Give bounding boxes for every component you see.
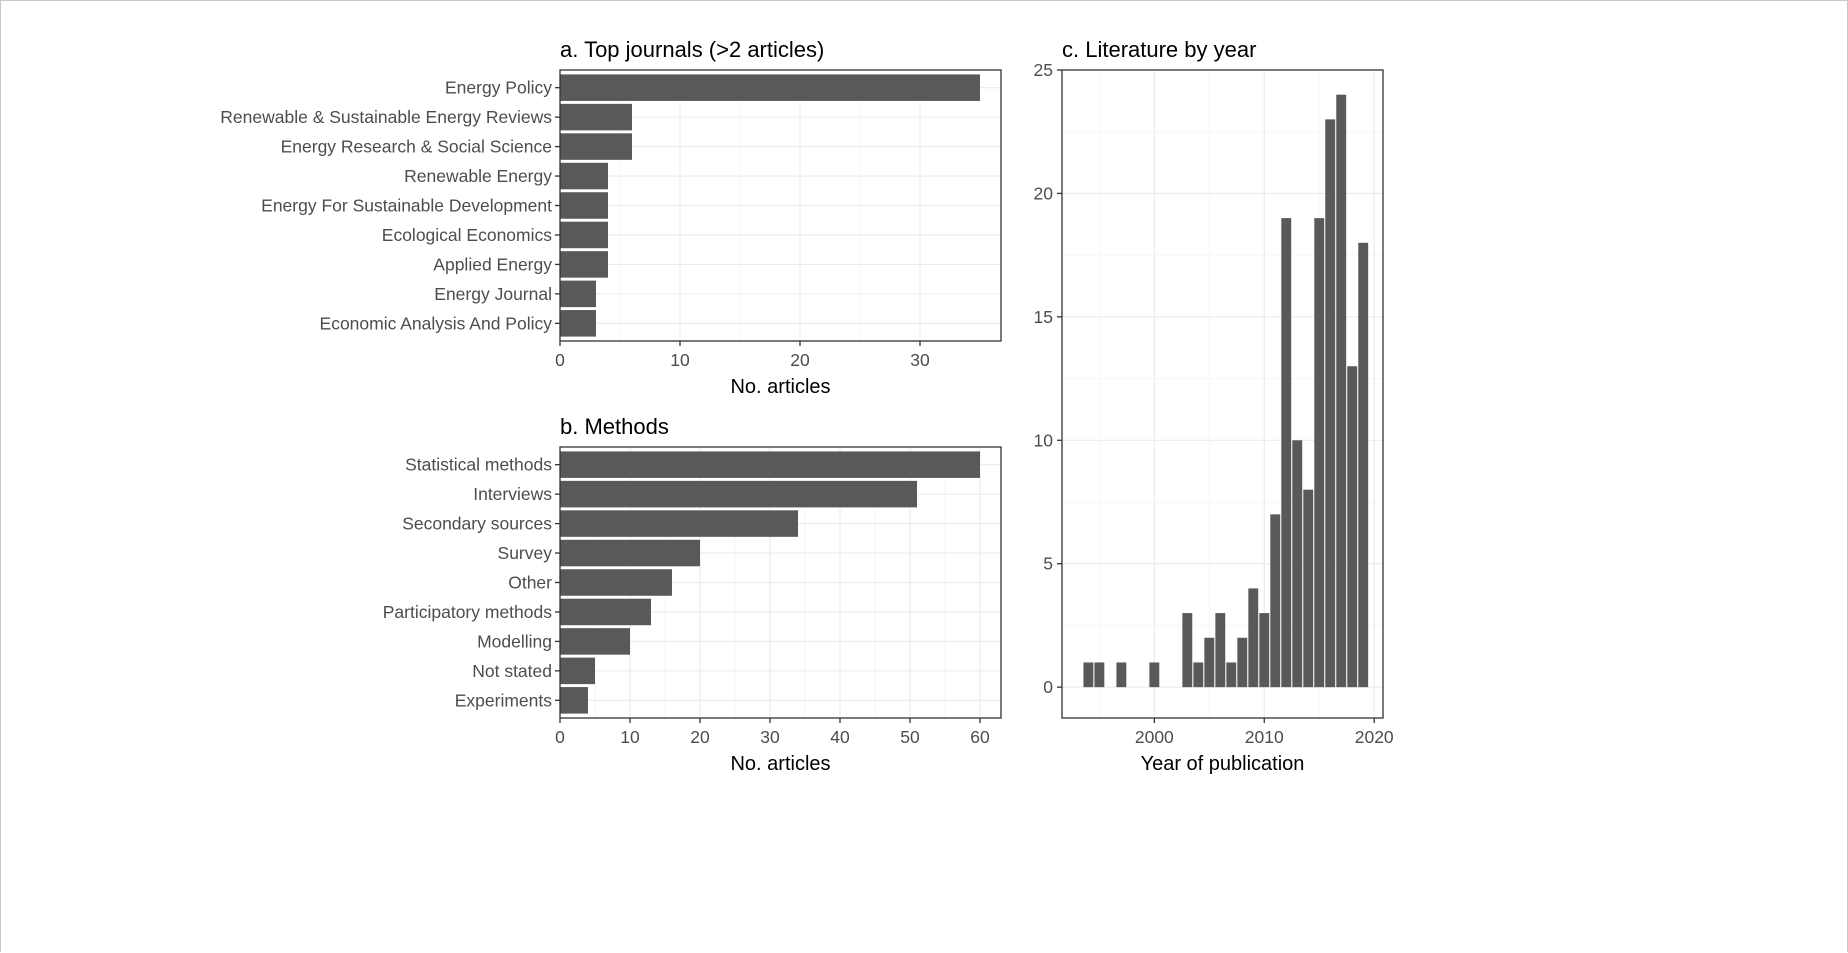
x-tick-label: 2020 (1355, 727, 1394, 747)
bar (1325, 119, 1336, 688)
bar (1094, 662, 1105, 688)
category-label: Renewable Energy (404, 166, 552, 186)
bar (560, 280, 596, 308)
bar (560, 251, 608, 278)
category-label: Other (508, 573, 552, 593)
bar (560, 310, 596, 337)
bar (560, 628, 630, 655)
x-tick-label: 30 (760, 727, 780, 747)
bar (560, 221, 608, 249)
bar (1083, 662, 1094, 688)
x-axis-title: No. articles (730, 376, 830, 398)
bar (1314, 218, 1325, 688)
bar (1149, 662, 1160, 688)
x-tick-label: 40 (830, 727, 850, 747)
x-tick-label: 0 (555, 727, 565, 747)
category-label: Not stated (472, 661, 552, 681)
y-tick-label: 0 (1043, 677, 1053, 697)
category-label: Modelling (477, 631, 552, 651)
category-label: Energy Journal (434, 284, 552, 304)
chart-title: c. Literature by year (1062, 37, 1256, 62)
category-label: Renewable & Sustainable Energy Reviews (220, 107, 552, 127)
bar (1116, 662, 1127, 688)
y-tick-label: 20 (1034, 183, 1054, 203)
y-tick-label: 15 (1034, 307, 1053, 327)
y-tick-label: 5 (1043, 554, 1053, 574)
bar (1182, 613, 1193, 688)
bar (1270, 514, 1281, 688)
category-label: Experiments (455, 690, 553, 710)
bar (560, 657, 595, 685)
category-label: Survey (498, 543, 553, 563)
category-label: Ecological Economics (382, 225, 552, 245)
x-tick-label: 2010 (1245, 727, 1284, 747)
x-tick-label: 20 (790, 350, 810, 370)
bar (560, 133, 632, 160)
x-tick-label: 10 (620, 727, 640, 747)
category-label: Secondary sources (402, 514, 552, 534)
bar (1259, 613, 1270, 688)
bar (1226, 662, 1237, 688)
x-axis-title: No. articles (730, 753, 830, 775)
bar (1204, 637, 1215, 688)
bar (1336, 94, 1347, 688)
bar (560, 569, 672, 596)
category-label: Energy Policy (445, 78, 552, 98)
chart-title: a. Top journals (>2 articles) (560, 37, 824, 62)
bar (560, 103, 632, 131)
bar (1358, 242, 1369, 688)
category-label: Participatory methods (383, 602, 552, 622)
category-label: Energy For Sustainable Development (261, 196, 552, 216)
bar (1347, 366, 1358, 688)
category-label: Applied Energy (433, 254, 552, 274)
bar (1303, 489, 1314, 688)
x-tick-label: 30 (910, 350, 930, 370)
category-label: Economic Analysis And Policy (320, 313, 553, 333)
category-label: Statistical methods (405, 455, 552, 475)
y-tick-label: 25 (1034, 60, 1053, 80)
bar (1248, 588, 1259, 688)
x-tick-label: 10 (670, 350, 690, 370)
bar (1193, 662, 1204, 688)
bar (560, 480, 917, 508)
x-tick-label: 20 (690, 727, 710, 747)
x-tick-label: 0 (555, 350, 565, 370)
bar (1292, 440, 1303, 688)
bar (1237, 637, 1248, 688)
bar (1281, 218, 1292, 688)
bar (560, 687, 588, 714)
chart-title: b. Methods (560, 414, 669, 439)
bar (560, 162, 608, 190)
x-axis-title: Year of publication (1141, 753, 1305, 775)
bar (560, 539, 700, 567)
x-tick-label: 2000 (1135, 727, 1174, 747)
bar (560, 451, 980, 478)
x-tick-label: 50 (900, 727, 920, 747)
category-label: Energy Research & Social Science (281, 137, 552, 157)
bar (560, 192, 608, 219)
y-tick-label: 10 (1034, 430, 1054, 450)
bar (560, 510, 798, 537)
bar (560, 598, 651, 626)
panel-border (1061, 69, 1384, 719)
category-label: Interviews (473, 484, 552, 504)
bar (560, 74, 980, 101)
bar (1215, 613, 1226, 688)
x-tick-label: 60 (970, 727, 990, 747)
